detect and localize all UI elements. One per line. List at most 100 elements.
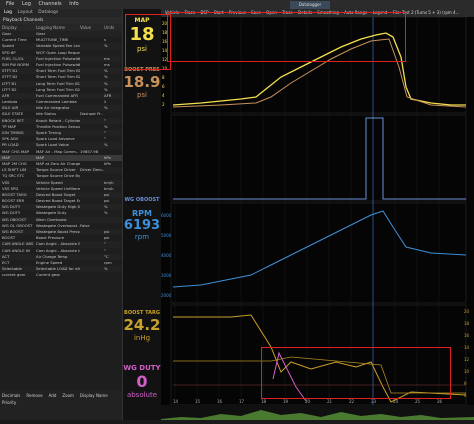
plot-area: 14 15 16 17 18 19 20 21 22 23 24 25 26 20 18 16 14 12 10 8 6… [161,12,474,406]
channel-row[interactable]: BOOST ERR Desired Boost Target Error psi [0,198,122,204]
channel-units [104,272,120,278]
channel-row[interactable]: IDLE AIR Idle Air Integrator% [0,105,122,112]
channel-row[interactable]: MAP 2M CHG MAP at Zero Air Charge kPa [0,161,122,167]
channel-row[interactable]: current gear Current gear [0,272,122,278]
col-units[interactable]: Units [104,25,115,30]
gauge-rpm-unit: rpm [134,233,150,241]
channel-row[interactable]: Selectable Selectable LOAD for either..% [0,266,122,273]
highlight-box-bottom [261,347,451,399]
plot-panel-frame [170,16,467,114]
channel-row[interactable]: ACT Air Charge Temp °C [0,253,122,260]
col-display[interactable]: Display [2,25,17,30]
col-logging-name[interactable]: Logging Name [36,25,65,30]
channel-row[interactable]: WG BOOST Wastegate Boost Pressure psi [0,229,122,236]
channel-row[interactable]: MAF CHG MAP MAF Air - Map Comm.. 19857.98 [0,149,122,155]
channel-row[interactable]: Speed Variable Speed Fan Level% [0,43,122,50]
channel-row[interactable]: Gear Gear [0,31,122,38]
remove-button[interactable]: Remove [26,393,43,398]
channel-units: rpm [104,259,112,265]
channel-row[interactable]: IDLE STATE Idle Status Dashpot Pr.. [0,111,122,117]
channel-row[interactable]: PR LOAD Spark Load Value% [0,142,122,149]
channel-row[interactable]: VSS Vehicle Speed km/h [0,179,122,186]
map-tick-label: 14 [162,48,168,53]
channel-logging-name: Cam Angle - Absolute Exh.. [36,241,80,247]
x-tick-label: 19 [283,399,289,404]
channel-row[interactable]: WG OBOOST Warn Overboost [0,216,122,223]
channel-controls: Decimals Remove Add Zoom Display Name Pr… [0,390,122,420]
tab-layout[interactable]: Layout [17,10,33,15]
channel-display-name: TQ SRC ETC [2,173,25,179]
channel-units: % [104,204,108,210]
channel-row[interactable]: CAM ANGLE IN Cam Angle - Absolute Inta.. ° [0,248,122,254]
channel-row[interactable]: MAP MAP kPa [0,154,122,161]
display-name-toggle[interactable]: Display Name [79,393,108,398]
channel-row[interactable]: BOOST TARG Desired Boost Target psi [0,191,122,199]
channel-row[interactable]: AFR Fuel Commanded AFR AFR [0,92,122,100]
channel-row[interactable]: KNOCK RET Knock Retard - Cylinder Av.. ° [0,117,122,124]
channel-row[interactable]: BOOST Boost Pressure psi [0,235,122,241]
channel-display-name: SPD BP [2,49,16,55]
menu-log[interactable]: Log [21,1,31,7]
tab-log[interactable]: Log [4,10,13,15]
channel-logging-name: Engine Speed [36,259,63,265]
channel-row[interactable]: WG DUTY Wastegate Duty High Sp..% [0,204,122,211]
channel-row[interactable]: SPD BP WOT Open Loop Request [0,50,122,56]
channel-row[interactable]: LTFT B1 Long Term Fuel Trim B1% [0,80,122,87]
priority-toggle[interactable]: Priority [2,400,17,405]
channel-display-name: MAP [2,154,11,160]
boost-target-trace [173,314,467,403]
channel-units: % [104,86,108,92]
boost-trace [172,38,467,108]
channel-column-headers: Display Logging Name Value Units [0,24,122,31]
bottom-tick-label: 8 [464,381,467,386]
plot-svg: 14 15 16 17 18 19 20 21 22 23 24 25 2620181614121086… [161,16,470,406]
tab-datalogs[interactable]: Datalogs [38,10,59,15]
menu-channels[interactable]: Channels [38,1,62,7]
channel-logging-name: Warn Overboost [36,216,67,222]
channel-display-name: LTFT B1 [2,80,17,86]
add-button[interactable]: Add [48,393,57,398]
channel-logging-name: Idle Status [36,111,57,117]
channel-row[interactable]: SPK ADV Spark Load Advance ° [0,136,122,142]
x-tick-label: 24 [393,399,399,404]
channel-display-name: KNOCK RET [2,117,25,123]
channel-row[interactable]: LS SHIFT LIM Torque Source Driver Driver D… [0,167,122,174]
channel-row[interactable]: STFT B2 Short Term Fuel Trim B2% [0,74,122,80]
channel-row[interactable]: WG DUTY Wastegate Duty% [0,210,122,216]
channel-row[interactable]: FUEL CL/OL Fuel Injection Pulsewidth ms [0,55,122,62]
decimals-button[interactable]: Decimals [2,393,21,398]
channel-row[interactable]: TP MAP Throttle Position Sensor% [0,124,122,130]
menu-file[interactable]: File [6,1,15,7]
tab-datalogger[interactable]: Datalogger [290,1,330,9]
channel-row[interactable]: LTFT B2 Long Term Fuel Trim B2% [0,87,122,93]
channel-display-name: TP MAP [2,123,16,129]
channel-units: % [104,123,108,129]
channel-units: psi [104,235,110,241]
channel-row[interactable]: SIM PW NORM Fuel Injection Pulsewidth ms [0,62,122,68]
wg-duty-trace [272,351,307,402]
channel-units: ms [104,61,110,67]
rpm-tick-label: 4000 [161,253,172,258]
zoom-button[interactable]: Zoom [62,393,74,398]
channel-row[interactable]: ECT Engine Speed rpm [0,260,122,266]
col-value[interactable]: Value [80,25,91,30]
timeline-scrubber[interactable] [161,405,474,420]
gauge-boost-unit: psi [136,91,148,99]
channel-panel-title: Playback Channels [0,17,122,24]
channel-logging-name: Desired Boost Target Error [36,198,80,204]
channel-row[interactable]: TQ SRC ETC Torque Source Drive By W.. [0,173,122,179]
channel-row[interactable]: IGN TIMING Spark Timing ° [0,130,122,137]
channel-display-name: WG OL OBOOST [2,222,33,228]
channel-display-name: IDLE STATE [2,111,24,117]
channel-row[interactable]: Current Time MULTITUNE_TIME s [0,37,122,43]
channel-display-name: WG DUTY [2,204,21,210]
channel-row[interactable]: Lambda Commanded Lambda λ [0,99,122,105]
x-tick-label: 26 [437,399,443,404]
channel-row[interactable]: STFT B1 Short Term Fuel Trim B1% [0,68,122,75]
menu-info[interactable]: Info [69,1,79,7]
rpm-tick-label: 6000 [161,213,172,218]
gauge-wg-label: WG OBOOST [124,197,160,203]
channel-row[interactable]: VSS SPD Vehicle Speed Unfiltered km/h [0,186,122,192]
